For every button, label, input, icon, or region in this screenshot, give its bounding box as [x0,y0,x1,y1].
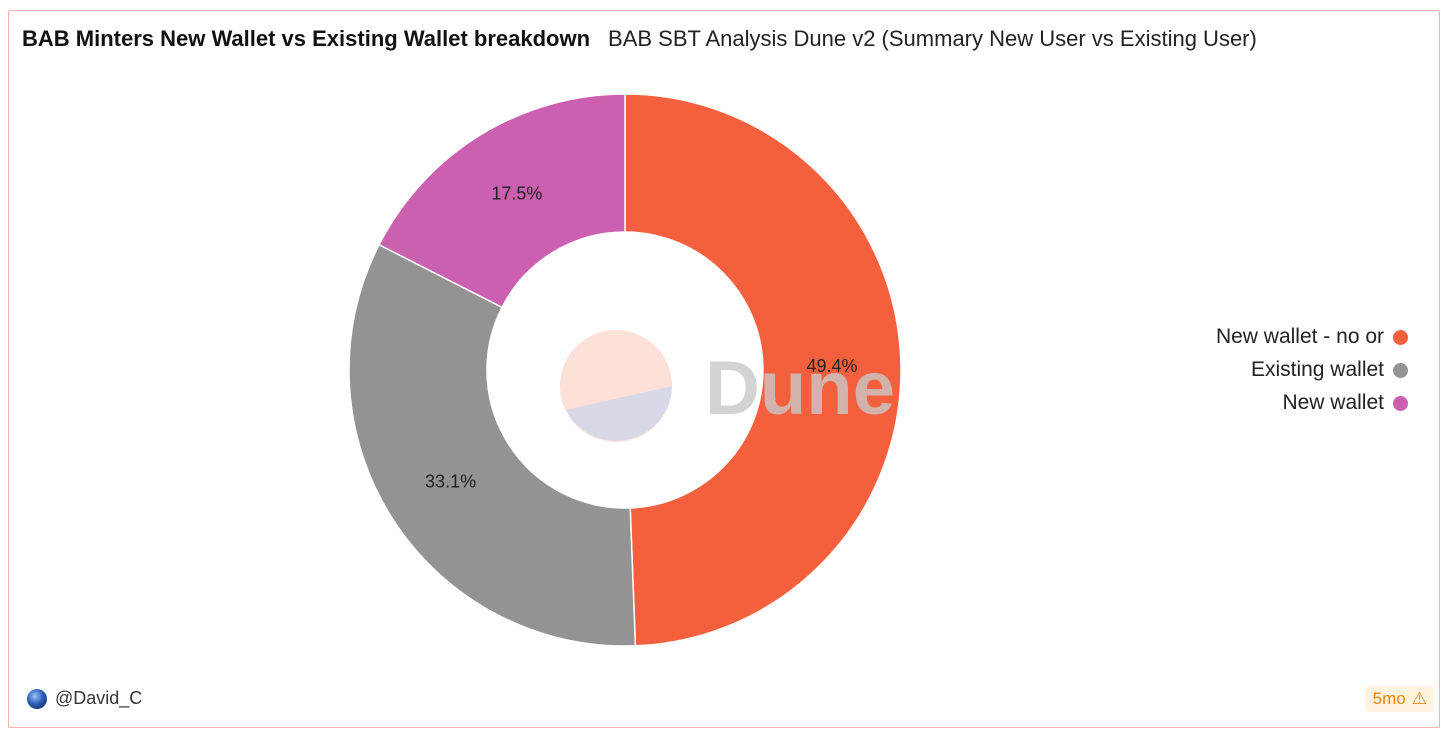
legend-label: Existing wallet [1250,358,1384,381]
warning-icon: ⚠ [1411,689,1427,708]
slice-new-wallet-no-or[interactable] [624,93,902,647]
chart-legend: New wallet - no or Existing wallet New w… [1216,325,1408,415]
legend-swatch [1393,362,1408,378]
chart-subtitle: BAB SBT Analysis Dune v2 (Summary New Us… [608,26,1257,51]
slice-new-wallet[interactable] [378,93,626,309]
slice-labels: 49.4% 33.1% 17.5% [425,184,857,492]
legend-swatch [1393,395,1408,411]
dune-watermark: Dune [560,330,895,442]
query-age-badge[interactable]: 5mo ⚠ [1364,686,1434,712]
slice-label: 49.4% [806,356,857,376]
author-name: @David_C [55,688,143,708]
donut-slices [348,93,902,647]
legend-label: New wallet [1282,391,1384,414]
slice-label: 33.1% [425,471,476,491]
age-text: 5mo [1372,689,1406,708]
chart-title: BAB Minters New Wallet vs Existing Walle… [22,26,591,51]
watermark-text: Dune [705,346,895,431]
slice-existing-wallet[interactable] [348,243,637,647]
slice-label: 17.5% [491,184,542,204]
legend-item-existing-wallet[interactable]: Existing wallet [1251,358,1408,382]
avatar-icon [27,688,47,709]
chart-header: BAB Minters New Wallet vs Existing Walle… [22,26,1257,52]
legend-item-new-wallet[interactable]: New wallet [1282,391,1408,415]
chart-card [8,10,1440,728]
legend-swatch [1393,329,1408,345]
legend-item-new-wallet-no-or[interactable]: New wallet - no or [1216,325,1408,349]
author-link[interactable]: @David_C [27,688,142,709]
legend-label: New wallet - no or [1215,325,1384,348]
